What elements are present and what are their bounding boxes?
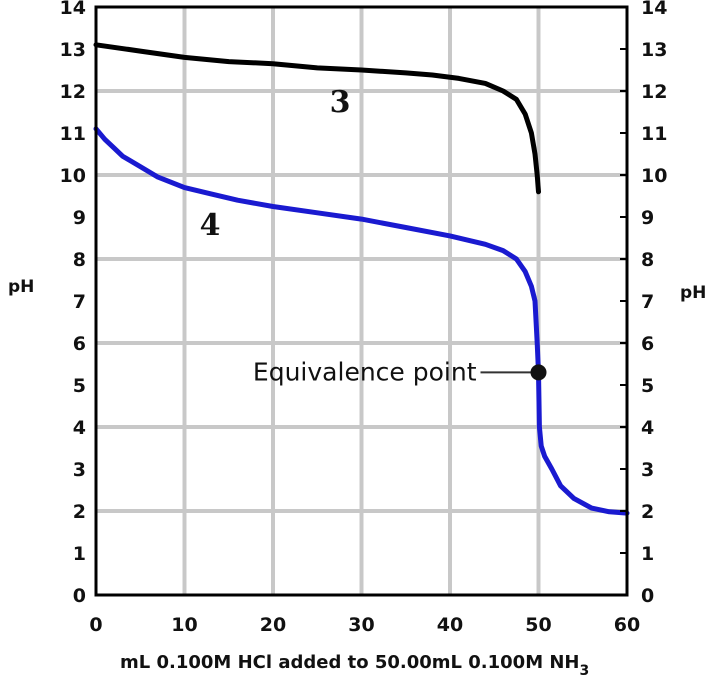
y-tick-label-right: 14 — [641, 0, 667, 19]
y-tick-label-left: 7 — [73, 291, 86, 313]
x-tick-label: 10 — [171, 614, 197, 636]
y-tick-label-left: 5 — [73, 375, 86, 397]
y-tick-label-left: 1 — [73, 543, 86, 565]
y-tick-label-left: 14 — [60, 0, 86, 19]
annotation-text: Equivalence point — [253, 357, 477, 386]
x-tick-label: 0 — [89, 614, 102, 636]
x-tick-label: 20 — [260, 614, 286, 636]
y-tick-label-right: 3 — [641, 459, 654, 481]
series-label-3: 3 — [330, 85, 351, 120]
y-tick-label-right: 11 — [641, 123, 667, 145]
y-tick-label-left: 11 — [60, 123, 86, 145]
x-axis-title-subscript: 3 — [580, 663, 590, 679]
y-tick-label-right: 0 — [641, 585, 654, 607]
annotation-layer: Equivalence point — [253, 357, 547, 386]
y-tick-label-right: 10 — [641, 165, 667, 187]
y-axis-title-left: pH — [8, 277, 34, 297]
y-tick-label-right: 7 — [641, 291, 654, 313]
y-tick-label-right: 13 — [641, 39, 667, 61]
y-tick-label-left: 12 — [60, 81, 86, 103]
x-axis-title: mL 0.100M HCl added to 50.00mL 0.100M NH… — [120, 652, 589, 679]
y-tick-label-left: 2 — [73, 501, 86, 523]
y-tick-label-right: 2 — [641, 501, 654, 523]
series-line-4 — [93, 126, 630, 516]
series-label-4: 4 — [200, 208, 221, 243]
x-tick-label: 30 — [348, 614, 374, 636]
y-tick-label-right: 8 — [641, 249, 654, 271]
y-tick-label-left: 0 — [73, 585, 86, 607]
ticks-layer — [620, 6, 627, 596]
y-tick-label-left: 6 — [73, 333, 86, 355]
y-axis-title-right: pH — [680, 283, 706, 303]
y-tick-label-right: 6 — [641, 333, 654, 355]
y-tick-label-left: 13 — [60, 39, 86, 61]
y-tick-label-right: 5 — [641, 375, 654, 397]
y-tick-label-left: 10 — [60, 165, 86, 187]
y-tick-label-right: 4 — [641, 417, 654, 439]
x-tick-label: 60 — [614, 614, 640, 636]
y-tick-label-left: 3 — [73, 459, 86, 481]
y-tick-label-right: 9 — [641, 207, 654, 229]
y-tick-label-right: 12 — [641, 81, 667, 103]
y-tick-label-left: 4 — [73, 417, 86, 439]
y-tick-label-left: 8 — [73, 249, 86, 271]
x-axis-title-main: mL 0.100M HCl added to 50.00mL 0.100M NH — [120, 652, 580, 673]
series-line-3 — [93, 42, 541, 195]
x-tick-label: 40 — [437, 614, 463, 636]
y-tick-label-right: 1 — [641, 543, 654, 565]
equivalence-point-marker — [530, 364, 547, 381]
series-layer — [93, 42, 630, 516]
grid-layer — [96, 7, 627, 595]
y-tick-label-left: 9 — [73, 207, 86, 229]
x-tick-label: 50 — [525, 614, 551, 636]
